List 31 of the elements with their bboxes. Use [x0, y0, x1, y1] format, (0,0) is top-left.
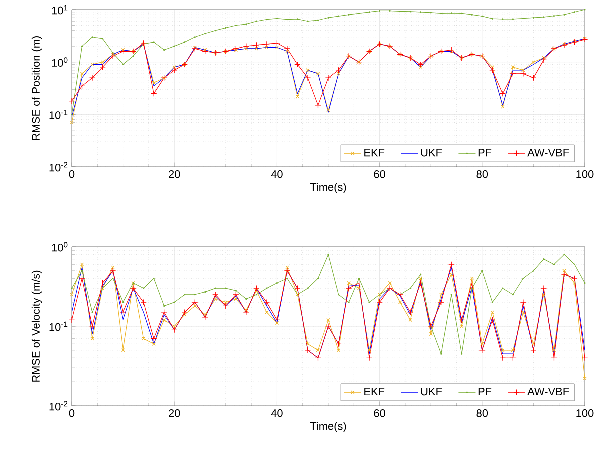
legend-label: UKF — [421, 388, 442, 396]
y-axis-title: RMSE of Position (m) — [32, 36, 42, 140]
x-tick-label: 100 — [576, 170, 594, 178]
y-tick-label: 10$^{1}$ — [52, 5, 68, 15]
x-tick-label: 80 — [476, 170, 488, 178]
y-tick-label: 10$^{0}$ — [52, 242, 68, 252]
x-tick-label: 20 — [169, 410, 180, 418]
legend-label: EKF — [364, 388, 385, 396]
y-tick-label: 10$^{-2}$ — [50, 401, 68, 411]
x-tick-label: 60 — [374, 410, 386, 418]
y-tick-label: 10$^{-2}$ — [50, 162, 68, 172]
y-tick-label: 10$^{0}$ — [52, 58, 68, 68]
y-tick-label: 10$^{-1}$ — [50, 322, 68, 332]
legend-label: PF — [478, 388, 492, 396]
legend-label: UKF — [421, 149, 442, 157]
legend-label: PF — [478, 149, 492, 157]
legend-label: AW-VBF — [528, 388, 570, 396]
x-tick-label: 100 — [576, 410, 594, 418]
x-tick-label: 0 — [69, 410, 75, 418]
x-tick-label: 80 — [476, 410, 488, 418]
x-axis-title: Time(s) — [310, 183, 346, 194]
x-tick-label: 40 — [271, 410, 283, 418]
y-axis-title: RMSE of Velocity (m/s) — [32, 270, 42, 382]
x-tick-label: 40 — [271, 170, 283, 178]
x-tick-label: 60 — [374, 170, 386, 178]
y-tick-label: 10$^{-1}$ — [50, 110, 68, 120]
x-axis-title: Time(s) — [310, 422, 346, 432]
legend-label: AW-VBF — [528, 149, 570, 157]
x-tick-label: 0 — [69, 170, 75, 178]
x-tick-label: 20 — [169, 170, 180, 178]
legend-label: EKF — [364, 149, 385, 157]
